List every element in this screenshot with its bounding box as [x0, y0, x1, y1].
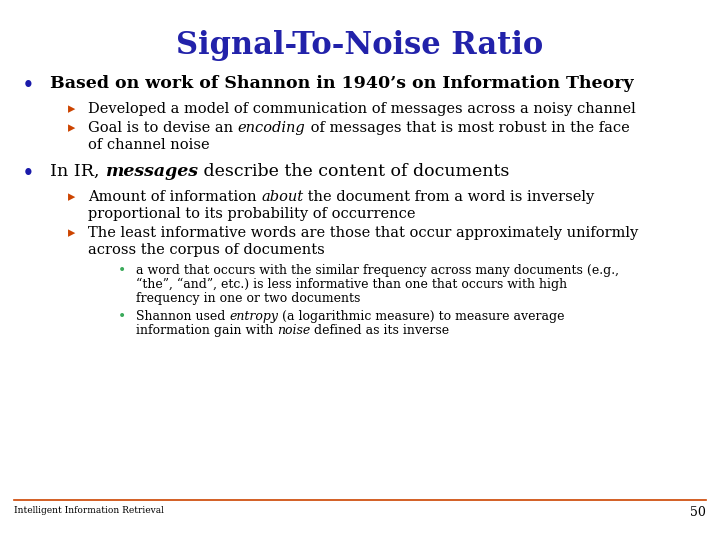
Text: Amount of information: Amount of information: [88, 190, 261, 204]
Text: the document from a word is inversely: the document from a word is inversely: [303, 190, 595, 204]
Text: a word that occurs with the similar frequency across many documents (e.g.,: a word that occurs with the similar freq…: [136, 264, 619, 277]
Text: ▸: ▸: [68, 102, 76, 116]
Text: ▸: ▸: [68, 226, 76, 240]
Text: (a logarithmic measure) to measure average: (a logarithmic measure) to measure avera…: [279, 310, 565, 323]
Text: describe the content of documents: describe the content of documents: [198, 163, 509, 180]
Text: messages: messages: [105, 163, 198, 180]
Text: Signal-To-Noise Ratio: Signal-To-Noise Ratio: [176, 30, 544, 61]
Text: across the corpus of documents: across the corpus of documents: [88, 243, 325, 257]
Text: In IR,: In IR,: [50, 163, 105, 180]
Text: frequency in one or two documents: frequency in one or two documents: [136, 292, 361, 305]
Text: “the”, “and”, etc.) is less informative than one that occurs with high: “the”, “and”, etc.) is less informative …: [136, 278, 567, 291]
Text: of messages that is most robust in the face: of messages that is most robust in the f…: [305, 121, 629, 135]
Text: proportional to its probability of occurrence: proportional to its probability of occur…: [88, 207, 415, 221]
Text: Shannon used: Shannon used: [136, 310, 230, 323]
Text: 50: 50: [690, 506, 706, 519]
Text: •: •: [22, 75, 35, 97]
Text: •: •: [118, 310, 126, 324]
Text: Based on work of Shannon in 1940’s on Information Theory: Based on work of Shannon in 1940’s on In…: [50, 75, 634, 92]
Text: noise: noise: [277, 324, 310, 337]
Text: The least informative words are those that occur approximately uniformly: The least informative words are those th…: [88, 226, 638, 240]
Text: entropy: entropy: [230, 310, 279, 323]
Text: information gain with: information gain with: [136, 324, 277, 337]
Text: ▸: ▸: [68, 121, 76, 135]
Text: encoding: encoding: [238, 121, 305, 135]
Text: Developed a model of communication of messages across a noisy channel: Developed a model of communication of me…: [88, 102, 636, 116]
Text: Goal is to devise an: Goal is to devise an: [88, 121, 238, 135]
Text: defined as its inverse: defined as its inverse: [310, 324, 449, 337]
Text: of channel noise: of channel noise: [88, 138, 210, 152]
Text: •: •: [22, 163, 35, 185]
Text: •: •: [118, 264, 126, 278]
Text: Intelligent Information Retrieval: Intelligent Information Retrieval: [14, 506, 164, 515]
Text: ▸: ▸: [68, 190, 76, 204]
Text: about: about: [261, 190, 303, 204]
